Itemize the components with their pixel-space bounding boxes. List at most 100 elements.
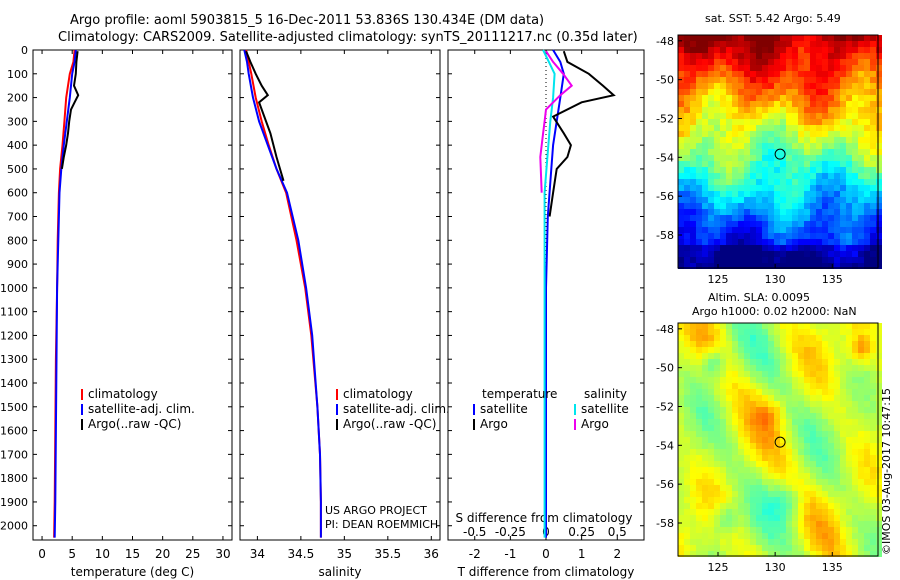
differences-series-line (542, 49, 556, 538)
temperature-xtick-label: 0 (38, 547, 46, 561)
temperature-axes-frame (32, 49, 233, 541)
sst-map-xtick-label: 130 (765, 273, 786, 286)
sla-map-ytick-label: -48 (656, 323, 674, 336)
differences-series-line (539, 50, 574, 193)
depth-tick-label: 200 (7, 92, 28, 105)
legend-temperature-title: temperature (482, 387, 557, 401)
temperature-legend-label: Argo(..raw -QC) (88, 417, 181, 431)
sla-map-ytick-label: -50 (656, 362, 674, 375)
depth-tick-label: 500 (7, 163, 28, 176)
temperature-legend-label: satellite-adj. clim. (88, 402, 195, 416)
sst-map-field (678, 35, 882, 269)
salinity-xtick-label: 35 (337, 547, 352, 561)
depth-tick-label: 600 (7, 187, 28, 200)
temperature-xtick-label: 10 (95, 547, 110, 561)
salinity-xlabel: salinity (318, 565, 361, 579)
salinity-legend-label: climatology (343, 387, 413, 401)
depth-tick-label: 1700 (0, 448, 28, 461)
sst-map-ytick-label: -48 (656, 35, 674, 48)
temperature-xtick-label: 15 (125, 547, 140, 561)
float-position-marker (774, 148, 786, 160)
figure-title-line1: Argo profile: aoml 5903815_5 16-Dec-2011… (70, 13, 545, 28)
differences-xtick-label: 1 (578, 547, 586, 561)
sla-map-ytick-label: -56 (656, 478, 674, 491)
salinity-diff-tick-label: 0.5 (608, 525, 627, 539)
depth-tick-label: 800 (7, 234, 28, 247)
depth-tick-label: 1100 (0, 306, 28, 319)
sla-map-xtick-label: 135 (822, 561, 843, 574)
temperature-xtick-label: 30 (215, 547, 230, 561)
depth-tick-label: 1000 (0, 282, 28, 295)
temperature-xtick-label: 25 (185, 547, 200, 561)
sst-map-ytick-label: -50 (656, 74, 674, 87)
differences-xtick-label: -1 (504, 547, 516, 561)
depth-tick-label: 700 (7, 211, 28, 224)
sla-map-frame (677, 322, 879, 557)
salinity-diff-tick-label: 0.25 (568, 525, 595, 539)
differences-series-line (545, 49, 565, 538)
sst-map-xtick-label: 135 (822, 273, 843, 286)
project-credit: US ARGO PROJECT (325, 504, 427, 517)
depth-tick-label: 1800 (0, 472, 28, 485)
salinity-diff-tick-label: -0.5 (463, 525, 486, 539)
salinity-series-line (245, 50, 285, 182)
float-position-marker (774, 436, 786, 448)
sst-map-ytick-label: -58 (656, 229, 674, 242)
sla-map-ytick-label: -52 (656, 400, 674, 413)
differences-xtick-label: -2 (469, 547, 481, 561)
sla-map-title-line1: Altim. SLA: 0.0095 (708, 291, 811, 304)
depth-tick-label: 900 (7, 258, 28, 271)
sla-map-xtick-label: 125 (708, 561, 729, 574)
legend-temperature-label: satellite (480, 402, 528, 416)
depth-tick-label: 1900 (0, 496, 28, 509)
legend-temperature-label: Argo (480, 417, 508, 431)
temperature-legend-label: climatology (88, 387, 158, 401)
legend-salinity-label: satellite (581, 402, 629, 416)
sst-map-xtick-label: 125 (708, 273, 729, 286)
sst-map-ytick-label: -56 (656, 190, 674, 203)
legend-salinity-title: salinity (584, 387, 627, 401)
temperature-xlabel: temperature (deg C) (71, 565, 194, 579)
depth-tick-label: 400 (7, 139, 28, 152)
sla-map-title-line2: Argo h1000: 0.02 h2000: NaN (692, 305, 857, 318)
sst-map-ytick-label: -54 (656, 151, 674, 164)
differences-series-line (548, 50, 616, 217)
temperature-series-line (60, 51, 80, 170)
temperature-xtick-label: 5 (68, 547, 76, 561)
sla-map-ytick-label: -54 (656, 439, 674, 452)
differences-xlabel: T difference from climatology (457, 565, 635, 579)
copyright-stamp: ©IMOS 03-Aug-2017 10:47:15 (880, 388, 893, 555)
depth-tick-label: 1200 (0, 329, 28, 342)
sla-map-xtick-label: 130 (765, 561, 786, 574)
salinity-xtick-label: 34 (250, 547, 265, 561)
salinity-diff-tick-label: -0.25 (495, 525, 526, 539)
sla-map-ytick-label: -58 (656, 517, 674, 530)
depth-tick-label: 2000 (0, 520, 28, 533)
salinity-legend-label: satellite-adj. clim. (343, 402, 450, 416)
sst-map-frame (677, 34, 879, 269)
figure-title-line2: Climatology: CARS2009. Satellite-adjuste… (58, 30, 638, 45)
salinity-xtick-label: 35.5 (374, 547, 401, 561)
temperature-series-line (53, 49, 77, 538)
sst-map-title: sat. SST: 5.42 Argo: 5.49 (705, 12, 841, 25)
depth-tick-label: 1600 (0, 425, 28, 438)
depth-tick-label: 100 (7, 68, 28, 81)
differences-xtick-label: 2 (613, 547, 621, 561)
salinity-xtick-label: 36 (424, 547, 439, 561)
salinity-series-line (243, 49, 322, 538)
depth-tick-label: 300 (7, 115, 28, 128)
salinity-axes-frame (239, 49, 441, 541)
depth-tick-label: 0 (21, 44, 28, 57)
pi-credit: PI: DEAN ROEMMICH (325, 518, 439, 531)
depth-tick-label: 1500 (0, 401, 28, 414)
salinity-xtick-label: 34.5 (288, 547, 315, 561)
differences-xtick-label: 0 (542, 547, 550, 561)
depth-tick-label: 1400 (0, 377, 28, 390)
legend-salinity-label: Argo (581, 417, 609, 431)
temperature-xtick-label: 20 (155, 547, 170, 561)
sst-map-ytick-label: -52 (656, 112, 674, 125)
sla-map-field (678, 323, 882, 557)
depth-tick-label: 1300 (0, 353, 28, 366)
